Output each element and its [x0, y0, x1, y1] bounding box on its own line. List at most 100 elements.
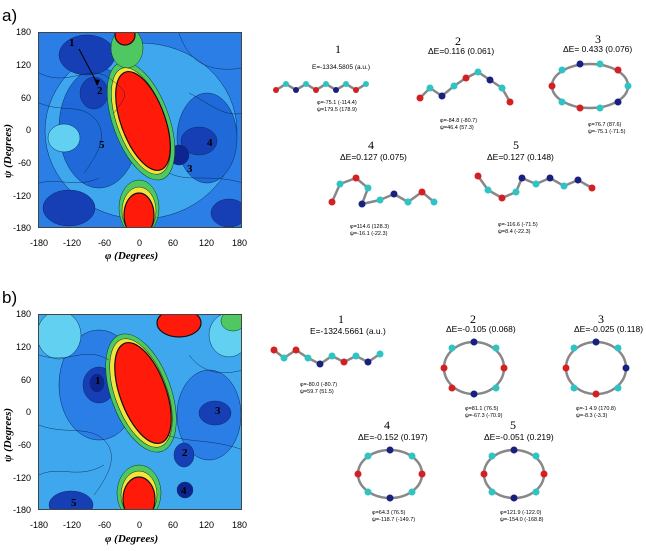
psi-value: ψ=-75.1 (-71.5): [588, 129, 626, 135]
phi-value: φ=114.6 (128.3): [350, 224, 390, 230]
panel-b-letter: b): [2, 288, 18, 307]
conformer-b3-number: 3: [598, 312, 604, 326]
conformer-b5-energy: ΔE=-0.051 (0.219): [484, 432, 554, 442]
psi-value: ψ=-118.7 (-149.7): [372, 517, 416, 523]
molecule-b1-image: [270, 346, 384, 368]
psi-value: ψ=-16.1 (-22.3): [350, 231, 388, 237]
conformer-b3-energy: ΔE=-0.025 (0.118): [574, 324, 644, 334]
x-tick: 120: [199, 238, 215, 248]
conformer-b4-energy: ΔE=-0.152 (0.197): [358, 432, 428, 442]
molecule-a3-image: [548, 60, 632, 112]
phi-value: φ=-1 4.9 (170.8): [576, 406, 616, 412]
conformer-a5-energy: ΔE=0.127 (0.148): [487, 152, 554, 162]
conformer-b4-number: 4: [384, 418, 390, 432]
y-tick: 120: [16, 342, 32, 352]
map-b-label-1: 1: [95, 375, 101, 387]
map-a-label-2: 2: [97, 85, 103, 97]
y-tick: 0: [26, 407, 32, 417]
conformer-b1-angles: φ=-80.0 (-80.7) ψ=59.7 (51.5): [300, 382, 337, 396]
x-tick: 0: [137, 238, 143, 248]
y-tick: 0: [26, 125, 32, 135]
conformer-b2-angles: φ=81.1 (76.5) ψ=-67.3 (-70.9): [465, 406, 502, 420]
map-b-label-3: 3: [215, 405, 221, 417]
molecule-a1-image: [273, 81, 369, 93]
x-tick: 60: [168, 238, 179, 248]
molecule-a4-image: [328, 174, 438, 208]
y-tick: 60: [21, 375, 32, 385]
y-tick: -60: [18, 158, 32, 168]
conformer-a5-number: 5: [513, 138, 519, 152]
conformer-b5-angles: φ=121.9 (-122.0) ψ=-154.0 (-168.8): [500, 510, 544, 524]
y-tick: 60: [21, 93, 32, 103]
molecule-a2-image: [416, 68, 514, 106]
phi-value: φ=81.1 (76.5): [465, 406, 499, 412]
conformer-a2-angles: φ=-84.8 (-80.7) ψ=46.4 (57.3): [440, 118, 477, 132]
x-axis-label-b: φ (Degrees): [105, 533, 159, 545]
map-b-label-2: 2: [182, 447, 188, 459]
x-tick: -60: [98, 238, 112, 248]
x-tick: -120: [63, 238, 82, 248]
x-tick: -180: [30, 520, 49, 530]
y-tick: 180: [16, 309, 32, 319]
y-tick: 120: [16, 60, 32, 70]
conformer-a2-energy: ΔE=0.116 (0.061): [428, 46, 495, 56]
phi-value: φ=-84.8 (-80.7): [440, 118, 478, 124]
phi-value: φ=76.7 (87.6): [588, 122, 622, 128]
x-tick: 60: [168, 520, 179, 530]
x-axis-label-a: φ (Degrees): [105, 250, 159, 262]
map-a-label-3: 3: [187, 163, 193, 175]
conformer-b2-number: 2: [470, 312, 476, 326]
conformer-a4-energy: ΔE=0.127 (0.075): [340, 152, 407, 162]
x-tick: 180: [232, 520, 248, 530]
conformer-b2-energy: ΔE=-0.105 (0.068): [446, 324, 516, 334]
psi-value: ψ=8.4 (-22.3): [498, 229, 531, 235]
map-a-label-4: 4: [207, 137, 213, 149]
y-tick: -60: [18, 440, 32, 450]
molecule-b5-image: [480, 446, 548, 502]
phi-value: φ=121.9 (-122.0): [500, 510, 542, 516]
conformer-b4-angles: φ=64.3 (76.5) ψ=-118.7 (-149.7): [372, 510, 415, 524]
conformer-a4-number: 4: [368, 138, 374, 152]
y-tick: -180: [13, 223, 32, 233]
y-axis-label-a: ψ (Degrees): [2, 123, 14, 178]
conformer-a1-angles: φ=-75.1 (-114.4) ψ=179.5 (178.9): [317, 100, 357, 114]
phi-value: φ=-75.1 (-114.4): [317, 100, 357, 106]
molecule-a5-image: [474, 172, 596, 202]
ramachandran-map-a: 1 2 3 4 5: [38, 32, 242, 228]
map-a-label-1: 1: [69, 37, 75, 49]
x-tick: 180: [232, 238, 248, 248]
conformer-a2-number: 2: [455, 34, 461, 48]
phi-value: φ=-80.0 (-80.7): [300, 382, 338, 388]
conformer-b5-number: 5: [510, 418, 516, 432]
conformer-a3-energy: ΔE= 0.433 (0.076): [563, 44, 633, 54]
molecule-b2-image: [440, 338, 508, 398]
x-tick: 120: [199, 520, 215, 530]
molecule-b4-image: [354, 446, 426, 502]
psi-value: ψ=-8.3 (-3.3): [576, 413, 608, 419]
y-tick: 180: [16, 27, 32, 37]
psi-value: ψ=-154.0 (-168.8): [500, 517, 544, 523]
psi-value: ψ=59.7 (51.5): [300, 389, 334, 395]
conformer-a3-angles: φ=76.7 (87.6) ψ=-75.1 (-71.5): [588, 122, 625, 136]
conformer-a1-number: 1: [335, 42, 341, 56]
y-tick: -120: [13, 191, 32, 201]
conformer-a3-number: 3: [595, 32, 601, 46]
map-a-label-5: 5: [99, 139, 105, 151]
conformer-a5-angles: φ=-116.6 (-71.5) ψ=8.4 (-22.3): [498, 222, 538, 236]
psi-value: ψ=46.4 (57.3): [440, 125, 474, 131]
y-tick: -120: [13, 473, 32, 483]
phi-value: φ=64.3 (76.5): [372, 510, 406, 516]
contour-map-b: [39, 315, 241, 509]
conformer-a4-angles: φ=114.6 (128.3) ψ=-16.1 (-22.3): [350, 224, 389, 238]
y-tick: -180: [13, 505, 32, 515]
x-tick: -120: [63, 520, 82, 530]
phi-value: φ=-116.6 (-71.5): [498, 222, 538, 228]
conformer-b1-number: 1: [338, 312, 344, 326]
map-b-label-5: 5: [71, 497, 77, 509]
conformer-a1-energy: E=-1334.5805 (a.u.): [312, 64, 370, 71]
conformer-b1-energy: E=-1324.5661 (a.u.): [310, 326, 386, 336]
molecule-b3-image: [562, 338, 630, 398]
y-axis-label-b: ψ (Degrees): [2, 407, 14, 462]
x-tick: 0: [137, 520, 143, 530]
panel-a-letter: a): [2, 6, 18, 25]
